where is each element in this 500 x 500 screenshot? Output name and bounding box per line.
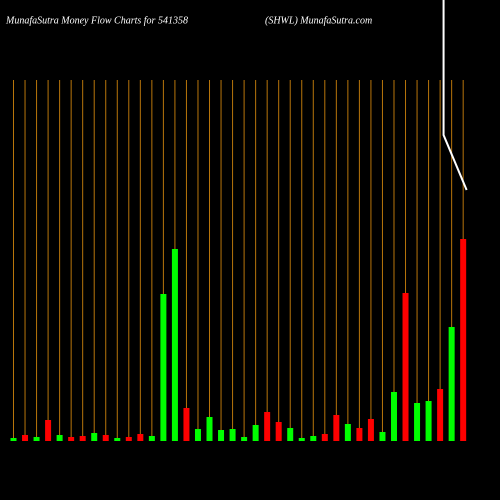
bar bbox=[91, 433, 98, 441]
bar bbox=[390, 392, 397, 441]
bar bbox=[218, 430, 225, 441]
bar bbox=[460, 239, 467, 441]
bar bbox=[206, 417, 213, 441]
bar bbox=[310, 436, 317, 441]
bar bbox=[79, 436, 86, 441]
bar bbox=[414, 403, 421, 441]
bar bbox=[22, 435, 29, 441]
bar bbox=[356, 428, 363, 441]
bar bbox=[367, 419, 374, 441]
bar bbox=[252, 425, 259, 441]
bar bbox=[379, 432, 386, 441]
bar bbox=[425, 401, 432, 441]
bar bbox=[344, 424, 351, 441]
bar bbox=[125, 437, 132, 441]
bar bbox=[448, 327, 455, 441]
bar bbox=[194, 429, 201, 441]
bar bbox=[321, 434, 328, 441]
bar bbox=[241, 437, 248, 441]
price-line bbox=[442, 0, 468, 191]
chart-subtitle: (SHWL) MunafaSutra.com bbox=[265, 15, 372, 26]
bar bbox=[114, 438, 121, 441]
bar bbox=[183, 408, 190, 441]
bar bbox=[333, 415, 340, 441]
bar bbox=[56, 435, 63, 441]
bar bbox=[402, 293, 409, 441]
bar bbox=[437, 389, 444, 441]
bar bbox=[137, 434, 144, 441]
bar bbox=[171, 249, 178, 441]
bar bbox=[287, 428, 294, 441]
bar bbox=[68, 437, 75, 441]
bar bbox=[33, 437, 40, 441]
bar bbox=[275, 422, 282, 441]
bar bbox=[229, 429, 236, 441]
chart-title: MunafaSutra Money Flow Charts for 541358 bbox=[5, 15, 188, 26]
bar bbox=[102, 435, 109, 441]
bar bbox=[264, 412, 271, 441]
bar bbox=[45, 420, 52, 441]
bar bbox=[298, 438, 305, 441]
bar bbox=[160, 294, 167, 441]
bar bbox=[10, 438, 17, 441]
bar bbox=[148, 436, 155, 441]
